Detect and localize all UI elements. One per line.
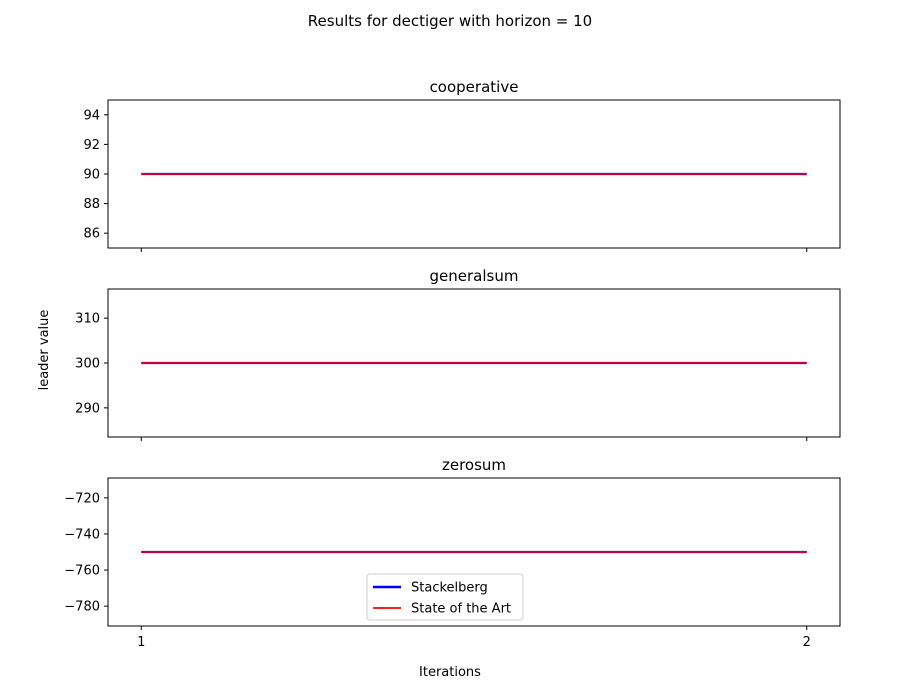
y-tick-label: 90 [83,168,100,183]
subplot-title: generalsum [430,267,519,285]
subplot-panels: cooperative 86 88 90 92 94 generalsum 290 300 310… [64,78,841,650]
subplot-title: zerosum [442,456,506,474]
y-tick-label: −780 [64,600,100,615]
y-tick-label: 290 [75,401,100,416]
legend: Stackelberg State of the Art [366,573,524,621]
y-tick-label: −720 [64,491,100,506]
y-tick-label: 92 [83,138,100,153]
y-tick-label: 310 [75,312,100,327]
axes-frame [107,288,841,438]
y-tick-label: −760 [64,564,100,579]
y-axis-label: leader value [37,310,52,391]
x-tick-label: 2 [803,635,811,650]
legend-box [366,573,524,621]
axes-frame [107,99,841,249]
subplot-cooperative: cooperative 86 88 90 92 94 [83,78,841,252]
y-tick-label: 94 [83,108,100,123]
subplot-generalsum: generalsum 290 300 310 [75,267,841,441]
x-axis-label: Iterations [419,665,481,680]
subplot-title: cooperative [430,78,519,96]
y-tick-label: 300 [75,357,100,372]
y-tick-label: 88 [83,197,100,212]
x-tick-label: 1 [137,635,145,650]
figure-suptitle: Results for dectiger with horizon = 10 [308,12,592,30]
subplot-zerosum: zerosum −720 −740 −760 −780 1 2 Stackelberg Stat… [64,456,841,650]
axes-frame [107,477,841,627]
y-tick-label: −740 [64,527,100,542]
legend-label: Stackelberg [411,581,488,596]
y-tick-label: 86 [83,227,100,242]
legend-label: State of the Art [411,602,511,617]
